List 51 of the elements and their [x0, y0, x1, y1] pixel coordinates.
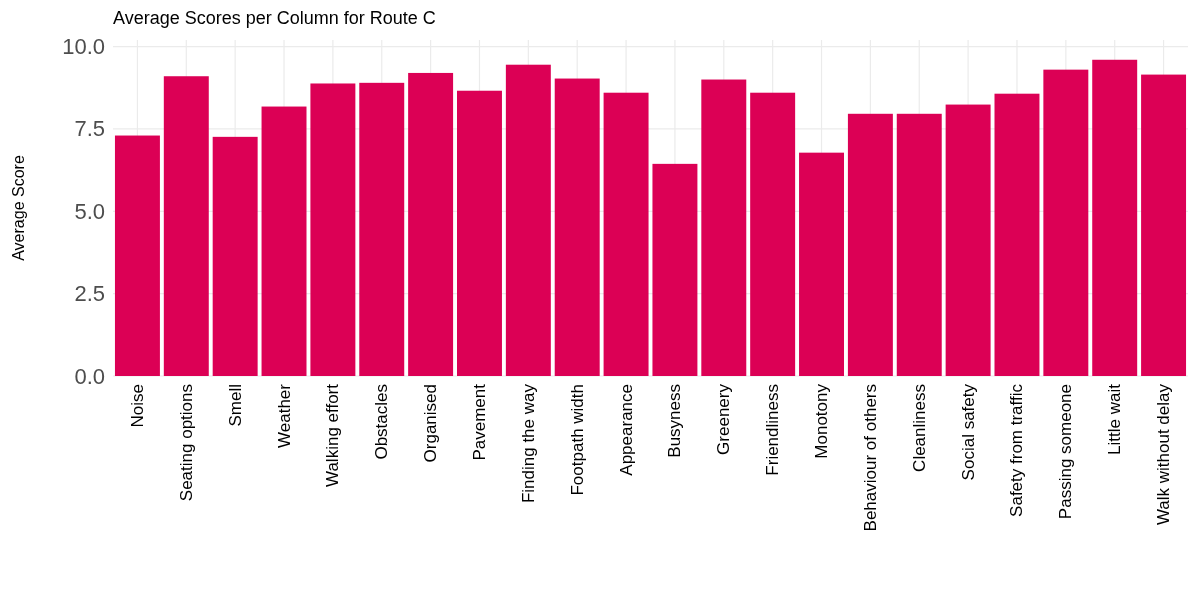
x-tick-label: Busyness: [665, 384, 685, 458]
x-tick-label: Seating options: [176, 384, 196, 502]
bar: [701, 79, 747, 376]
x-tick-label: Little wait: [1105, 383, 1125, 455]
bar: [408, 72, 454, 376]
x-tick-label: Weather: [274, 383, 294, 448]
x-tick-label: Safety from traffic: [1007, 383, 1027, 517]
y-tick-label: 5.0: [74, 198, 105, 224]
bar: [847, 113, 893, 376]
x-tick-label: Greenery: [714, 383, 734, 455]
x-tick-label: Footpath width: [567, 384, 587, 496]
y-tick-label: 0.0: [74, 363, 105, 389]
bar: [1141, 74, 1187, 376]
x-tick-label: Pavement: [469, 383, 489, 461]
bar: [310, 83, 356, 376]
x-tick-label: Monotony: [812, 383, 832, 459]
x-tick-label: Noise: [127, 384, 147, 428]
bar: [505, 64, 551, 376]
bar: [1043, 69, 1089, 376]
bar: [554, 78, 600, 376]
x-tick-label: Appearance: [616, 384, 636, 476]
y-tick-label: 7.5: [74, 116, 105, 142]
bar: [652, 163, 698, 376]
chart-title: Average Scores per Column for Route C: [113, 8, 436, 28]
x-tick-label: Walk without delay: [1154, 383, 1174, 526]
bar: [945, 104, 991, 376]
y-axis-title: Average Score: [10, 155, 27, 261]
bar: [603, 92, 649, 376]
x-tick-label: Behaviour of others: [860, 384, 880, 532]
x-tick-label: Friendliness: [763, 384, 783, 476]
x-tick-label: Obstacles: [372, 384, 392, 460]
x-tick-label: Finding the way: [518, 383, 538, 504]
x-tick-label: Cleanliness: [909, 384, 929, 472]
bar: [212, 136, 258, 376]
bar: [359, 82, 405, 376]
bar: [163, 76, 209, 376]
bar: [750, 92, 796, 376]
x-tick-label: Passing someone: [1056, 384, 1076, 520]
x-tick-label: Organised: [421, 384, 441, 463]
bar: [799, 152, 844, 376]
bar: [994, 93, 1040, 376]
bar: [1092, 59, 1138, 376]
x-tick-label: Social safety: [958, 383, 978, 481]
bar: [261, 106, 307, 376]
x-tick-label: Smell: [225, 384, 245, 427]
y-tick-label: 2.5: [74, 281, 105, 307]
bar: [457, 90, 502, 376]
y-tick-label: 10.0: [62, 34, 105, 60]
bar: [896, 113, 942, 376]
x-tick-label: Walking effort: [323, 383, 343, 487]
bar: [114, 135, 160, 376]
